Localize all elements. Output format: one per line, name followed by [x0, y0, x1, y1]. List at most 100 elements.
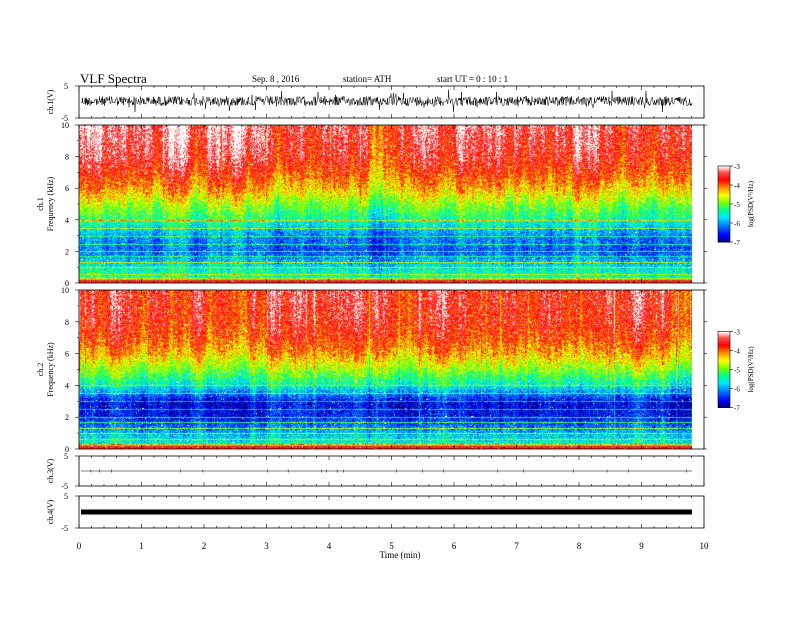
colorbar-swatch: [718, 198, 730, 201]
date-label: Sep. 8 , 2016: [252, 74, 300, 84]
colorbar-swatch: [718, 240, 730, 243]
colorbar-tick: -6: [734, 386, 740, 394]
colorbar-swatch: [718, 379, 730, 382]
ch2-spectrogram-image: [79, 290, 692, 449]
colorbar-tick: -3: [734, 163, 740, 171]
colorbar-swatch: [718, 398, 730, 401]
colorbar-swatch: [718, 397, 730, 400]
colorbar-tick: -6: [734, 220, 740, 228]
colorbar-tick: -7: [734, 239, 740, 247]
colorbar-tick: -7: [734, 405, 740, 413]
x-tick-label: 2: [202, 541, 207, 551]
colorbar-swatch: [718, 173, 730, 176]
colorbar-swatch: [718, 336, 730, 339]
ch1-spectrogram-ytick: 2: [65, 247, 69, 256]
colorbar-swatch: [718, 396, 730, 398]
colorbar-swatch: [718, 177, 730, 180]
colorbar-swatch: [718, 219, 730, 221]
colorbar-swatch: [718, 166, 730, 168]
colorbar-swatch: [718, 374, 730, 377]
colorbar-swatch: [718, 364, 730, 367]
colorbar-swatch: [718, 202, 730, 205]
colorbar-swatch: [718, 185, 730, 187]
colorbar-swatch: [718, 186, 730, 189]
colorbar-swatch: [718, 345, 730, 348]
x-axis-label: Time (min): [380, 550, 421, 560]
ch1-spectrogram-heatmap-canvas: [79, 125, 692, 283]
ch1-colorbar: -3 -4 -5 -6 -7 log(PSD(V²/Hz): [717, 163, 755, 247]
colorbar-swatch: [718, 193, 730, 196]
colorbar-swatch: [718, 201, 730, 204]
colorbar-label: log(PSD(V²/Hz): [747, 180, 755, 227]
x-tick-label: 1: [139, 541, 144, 551]
ch2-spectrogram-ytick: 6: [65, 350, 69, 359]
colorbar-swatch: [718, 339, 730, 341]
ch1-waveform-ytick: -5: [61, 114, 68, 123]
ch2-spectrogram-ytick: 0: [65, 445, 69, 454]
ch2-spectrogram-ytick: 2: [65, 413, 69, 422]
x-tick-label: 6: [452, 541, 457, 551]
ch3-waveform-ylabel: ch.3(V): [46, 458, 55, 483]
colorbar-swatch: [718, 375, 730, 378]
colorbar-swatch: [718, 349, 730, 351]
colorbar-swatch: [718, 378, 730, 381]
colorbar-swatch: [718, 335, 730, 338]
colorbar-swatch: [718, 351, 730, 354]
ch1-waveform-ytick: 5: [64, 82, 68, 91]
colorbar-swatch: [718, 239, 730, 242]
colorbar-swatch: [718, 342, 730, 345]
ch2-spectrogram-heatmap-canvas: [79, 290, 692, 449]
start-time-label: start UT = 0 : 10 : 1: [437, 74, 508, 84]
colorbar-swatch: [718, 388, 730, 391]
colorbar-swatch: [718, 340, 730, 343]
ch2-spectrogram-ytick: 10: [61, 286, 69, 295]
colorbar-swatch: [718, 235, 730, 238]
ch3-waveform-ytick: 5: [64, 452, 68, 461]
colorbar-swatch: [718, 224, 730, 227]
x-tick-label: 10: [700, 541, 710, 551]
colorbar-swatch: [718, 196, 730, 199]
ch1-waveform-ylabel: ch.1(V): [46, 89, 55, 114]
ch2-spectrogram-ytick: 4: [65, 381, 69, 390]
colorbar-swatch: [718, 167, 730, 170]
colorbar-swatch: [718, 176, 730, 178]
colorbar-swatch: [718, 216, 730, 219]
colorbar-swatch: [718, 347, 730, 350]
colorbar-swatch: [718, 233, 730, 235]
ch1-spectrogram-ytick: 8: [65, 153, 69, 162]
ch1-spectrogram-ytick: 0: [65, 279, 69, 288]
colorbar-swatch: [718, 238, 730, 240]
colorbar-swatch: [718, 225, 730, 228]
colorbar-swatch: [718, 334, 730, 336]
colorbar-tick: -4: [734, 348, 740, 356]
figure-title: VLF Spectra: [80, 71, 147, 86]
ch2-spectrogram-ylabel: Frequency (kHz): [46, 342, 55, 397]
x-tick-label: 9: [639, 541, 644, 551]
ch1-spectrogram-channel-label: ch.1: [36, 197, 45, 211]
colorbar-swatch: [718, 350, 730, 353]
colorbar-swatch: [718, 178, 730, 181]
colorbar-swatch: [718, 403, 730, 406]
colorbar-swatch: [718, 228, 730, 230]
colorbar-swatch: [718, 168, 730, 171]
colorbar-swatch: [718, 179, 730, 182]
x-tick-label: 4: [327, 541, 332, 551]
ch1-spectrogram-ytick: 4: [65, 216, 69, 225]
x-tick-label: 8: [577, 541, 582, 551]
colorbar-swatch: [718, 206, 730, 209]
colorbar-swatch: [718, 373, 730, 376]
colorbar-swatch: [718, 377, 730, 379]
colorbar-swatch: [718, 211, 730, 214]
colorbar-tick: -3: [734, 329, 740, 337]
colorbar-swatch: [718, 399, 730, 402]
colorbar-tick: -4: [734, 182, 740, 190]
colorbar-swatch: [718, 361, 730, 364]
colorbar-swatch: [718, 380, 730, 383]
colorbar-swatch: [718, 188, 730, 191]
colorbar-swatch: [718, 394, 730, 397]
ch4-waveform-trace: [81, 509, 692, 515]
colorbar-swatch: [718, 389, 730, 392]
colorbar-swatch: [718, 174, 730, 177]
colorbar-swatch: [718, 234, 730, 237]
